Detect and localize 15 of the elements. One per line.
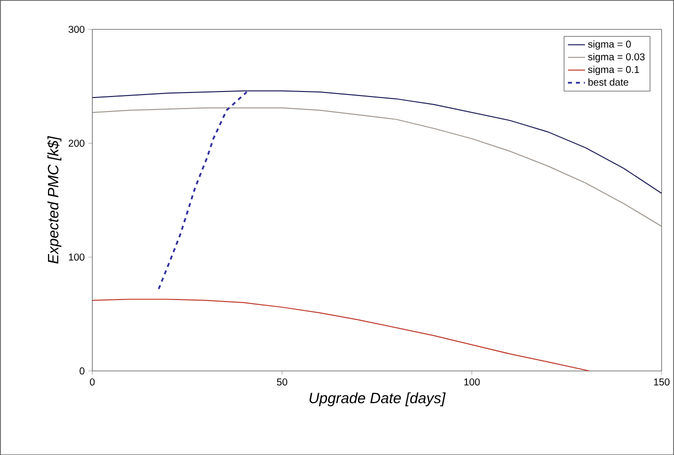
x-tick-label: 150: [654, 378, 670, 386]
y-tick-label: 300: [68, 26, 84, 33]
line-series: [158, 90, 248, 290]
x-axis-title: Upgrade Date [days]: [310, 392, 446, 406]
x-tick-label: 100: [464, 378, 480, 386]
y-tick-label: 0: [80, 367, 84, 374]
legend-label: sigma = 0.03: [588, 52, 645, 62]
y-tick-label: 200: [68, 140, 84, 147]
y-axis-title: Expected PMC [k$]: [47, 136, 62, 264]
legend-label: sigma = 0.1: [588, 66, 640, 75]
x-tick-label: 50: [276, 378, 288, 386]
legend-label: sigma = 0: [588, 40, 631, 50]
legend-label: best date: [588, 78, 628, 86]
x-tick-label: 0: [90, 378, 95, 386]
y-tick-label: 100: [68, 253, 84, 260]
